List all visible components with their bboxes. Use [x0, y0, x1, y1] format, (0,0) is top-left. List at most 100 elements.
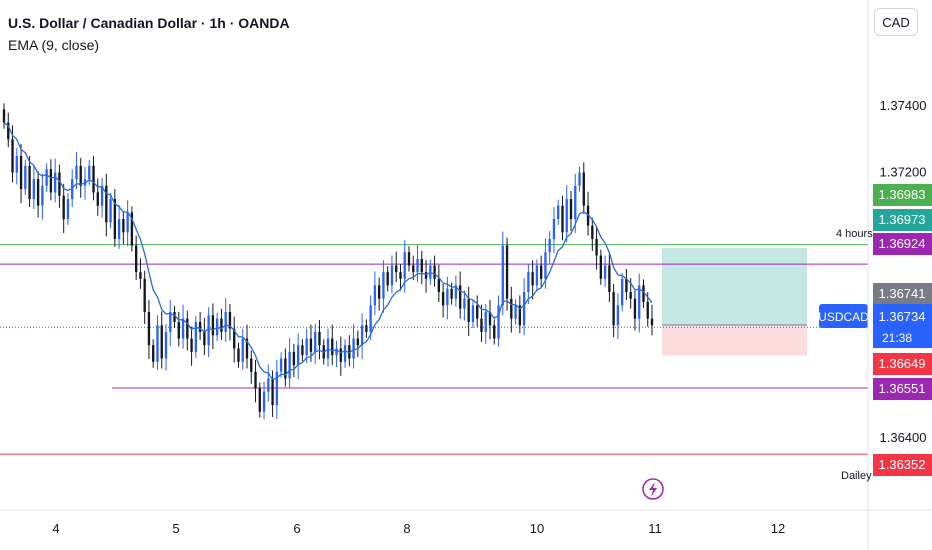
- candle-body: [164, 331, 168, 359]
- price-badge[interactable]: [873, 353, 932, 375]
- candle-body: [211, 315, 215, 336]
- chart-legend: U.S. Dollar / Canadian Dollar · 1h · OAN…: [8, 12, 290, 56]
- candle-body: [318, 331, 321, 346]
- candle-body: [642, 285, 645, 303]
- candle-body: [501, 245, 504, 306]
- candle-body: [565, 199, 568, 233]
- candle-body: [258, 388, 261, 412]
- candle-body: [190, 338, 193, 352]
- price-badge[interactable]: [873, 378, 932, 400]
- candle-body: [113, 199, 117, 239]
- candle-body: [420, 258, 423, 273]
- candle-body: [284, 358, 287, 379]
- candle-body: [288, 351, 291, 379]
- candle-body: [467, 298, 470, 322]
- candle-body: [633, 298, 637, 319]
- candle-body: [62, 195, 65, 219]
- indicator-label[interactable]: EMA (9, close): [8, 37, 100, 53]
- candle-body: [450, 288, 453, 299]
- candle-body: [527, 272, 530, 293]
- y-axis-label: 1.37200: [880, 165, 927, 180]
- candle-body: [612, 292, 615, 326]
- price-badge[interactable]: [873, 283, 932, 305]
- loss-zone[interactable]: [662, 324, 807, 356]
- candle-body: [224, 312, 227, 332]
- candle-body: [32, 179, 36, 200]
- candle-body: [24, 165, 27, 190]
- candle-body: [233, 328, 236, 349]
- candle-body: [49, 169, 53, 193]
- candle-body: [186, 318, 189, 339]
- candle-body: [203, 331, 206, 346]
- candle-body: [147, 312, 151, 346]
- candle-body: [15, 155, 18, 173]
- candle-body: [117, 219, 121, 239]
- price-badge[interactable]: [873, 209, 932, 231]
- candle-body: [194, 321, 198, 352]
- candle-body: [650, 318, 654, 326]
- candle-body: [373, 285, 377, 306]
- price-badge-current[interactable]: [873, 304, 932, 348]
- candle-body: [130, 212, 134, 246]
- price-badge[interactable]: [873, 454, 932, 476]
- symbol-badge-label: USDCAD: [818, 310, 869, 324]
- candle-body: [433, 265, 436, 279]
- candle-body: [75, 165, 78, 180]
- symbol-title[interactable]: U.S. Dollar / Canadian Dollar · 1h · OAN…: [8, 15, 290, 31]
- price-badge[interactable]: [873, 233, 932, 255]
- candle-body: [625, 278, 628, 293]
- candle-body: [552, 219, 556, 239]
- x-axis-label: 12: [771, 521, 785, 536]
- candle-body: [271, 378, 274, 405]
- profit-zone[interactable]: [662, 247, 807, 325]
- candle-body: [360, 325, 364, 346]
- candle-body: [331, 338, 334, 356]
- candle-body: [480, 318, 483, 332]
- x-axis-label: 8: [403, 521, 410, 536]
- candle-body: [11, 139, 14, 173]
- candle-body: [58, 172, 61, 196]
- candle-body: [326, 338, 330, 359]
- candle-body: [437, 278, 441, 293]
- candle-body: [160, 325, 163, 359]
- candle-body: [518, 305, 522, 326]
- candle-body: [390, 265, 394, 286]
- candle-body: [28, 165, 31, 200]
- candle-body: [578, 172, 581, 186]
- candle-body: [463, 298, 466, 309]
- price-badge-value: 1.36983: [879, 187, 926, 202]
- candle-body: [173, 312, 176, 322]
- symbol-badge[interactable]: [819, 304, 868, 328]
- candle-body: [292, 351, 296, 366]
- candle-body: [314, 331, 317, 352]
- candle-body: [399, 272, 402, 279]
- candle-body: [497, 305, 500, 339]
- candle-body: [7, 122, 10, 140]
- candle-body: [505, 245, 509, 299]
- candle-body: [66, 199, 70, 219]
- candle-body: [177, 321, 180, 339]
- candle-body: [122, 219, 125, 233]
- candle-body: [275, 371, 279, 405]
- candle-body: [156, 325, 159, 362]
- price-badge-value: 1.36741: [879, 286, 926, 301]
- candle-body: [109, 199, 112, 223]
- lightning-glyph: [649, 482, 657, 497]
- candle-body: [152, 345, 155, 362]
- candle-body: [638, 285, 641, 319]
- candle-body: [582, 172, 585, 206]
- candle-body: [591, 225, 594, 239]
- candle-body: [279, 358, 283, 372]
- x-axis-label: 6: [293, 521, 300, 536]
- candle-body: [510, 298, 513, 319]
- ema-line: [3, 122, 653, 381]
- currency-button[interactable]: CAD: [874, 8, 918, 36]
- candle-body: [454, 285, 458, 299]
- price-badge-value: 1.36973: [879, 212, 926, 227]
- candle-body: [309, 338, 313, 352]
- candle-body: [79, 165, 82, 186]
- x-axis-label: 11: [648, 521, 662, 536]
- candle-body: [2, 109, 6, 123]
- price-badge[interactable]: [873, 184, 932, 206]
